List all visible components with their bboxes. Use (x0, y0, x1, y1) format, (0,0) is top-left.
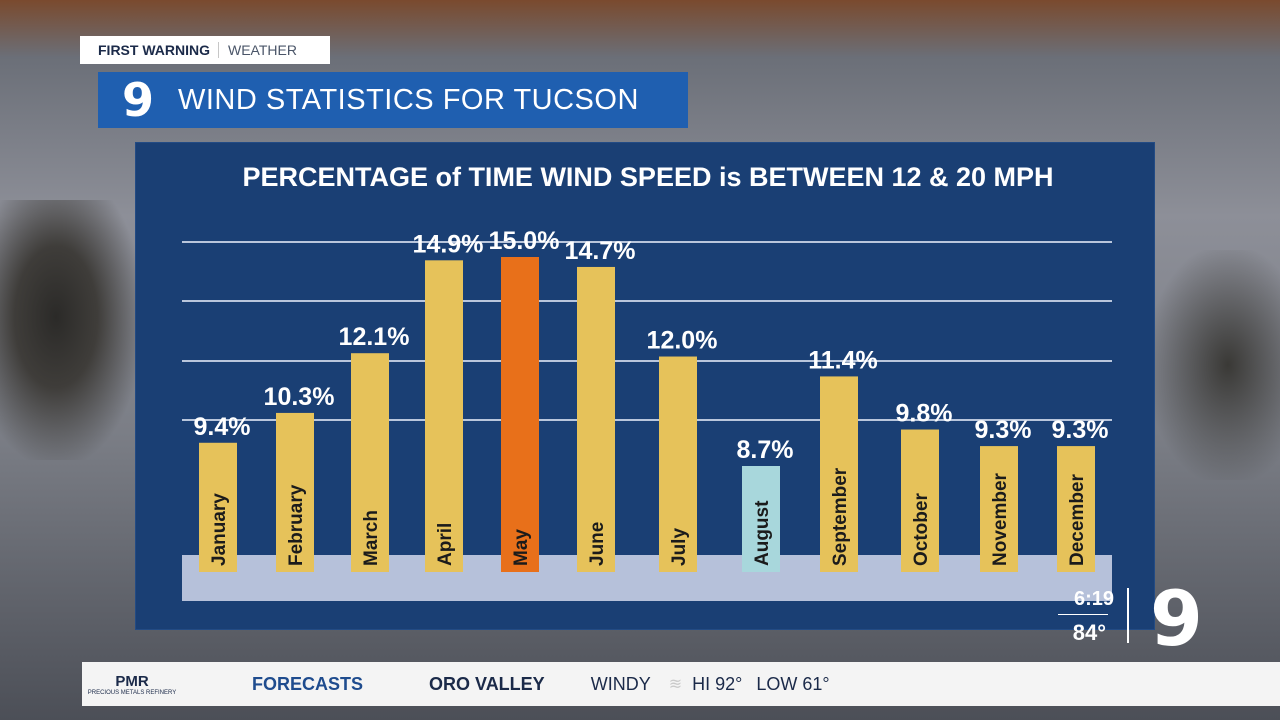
category-label: July (669, 528, 690, 566)
bar-october (901, 429, 939, 572)
category-label: May (511, 529, 532, 566)
status-divider (1127, 588, 1129, 643)
bar-august (742, 466, 780, 572)
category-label: March (361, 510, 382, 566)
category-label: October (911, 493, 932, 566)
data-label: 11.4% (808, 346, 878, 374)
station-logo: 9 (1150, 574, 1203, 663)
page-title: WIND STATISTICS FOR TUCSON (178, 83, 639, 116)
sponsor-sub: PRECIOUS METALS REFINERY (87, 689, 177, 696)
ticker-low: LOW 61° (756, 673, 830, 694)
bar-may (501, 257, 539, 572)
first-warning-label: FIRST WARNING (80, 42, 219, 58)
bar-july (659, 356, 697, 572)
brand-tag: FIRST WARNING WEATHER (80, 36, 330, 64)
data-label: 15.0% (489, 227, 560, 255)
bar-march (351, 353, 389, 572)
sponsor-name: PMR (115, 672, 149, 690)
background-tree-left (0, 200, 140, 460)
category-label: November (990, 472, 1011, 566)
chart-base (182, 555, 1112, 601)
data-label: 14.7% (565, 237, 636, 265)
bar-december (1057, 446, 1095, 572)
data-label: 8.7% (737, 436, 794, 464)
ticker-location: ORO VALLEY (429, 673, 545, 694)
bar-january (199, 442, 237, 572)
chart-title: PERCENTAGE of TIME WIND SPEED is BETWEEN… (242, 162, 1053, 192)
category-label: February (286, 484, 307, 566)
background-tree-right (1150, 250, 1280, 480)
category-label: June (587, 522, 608, 566)
category-label: August (752, 500, 773, 566)
data-label: 9.3% (975, 416, 1032, 444)
bar-september (820, 376, 858, 572)
bar-february (276, 412, 314, 572)
bar-november (980, 446, 1018, 572)
ticker-hi: HI 92° (692, 673, 743, 694)
data-label: 12.1% (339, 323, 410, 351)
title-bar: 9 WIND STATISTICS FOR TUCSON (98, 72, 688, 128)
ticker-bar: PMR PRECIOUS METALS REFINERY FORECASTS O… (82, 662, 1280, 706)
data-label: 9.3% (1052, 416, 1109, 444)
category-label: September (830, 467, 851, 566)
clock: 6:19 (1073, 588, 1114, 610)
bar-june (577, 266, 615, 572)
channel-logo: 9 (121, 73, 154, 127)
sponsor-logo: PMR PRECIOUS METALS REFINERY (82, 662, 182, 706)
category-label: April (435, 523, 456, 566)
ticker-section: FORECASTS (252, 673, 364, 694)
ticker-condition: WINDY (590, 673, 651, 694)
category-label: January (209, 493, 230, 566)
bar-april (425, 260, 463, 572)
data-label: 14.9% (413, 230, 484, 258)
clock-divider (1058, 614, 1108, 615)
current-temp: 84° (1072, 620, 1106, 645)
category-label: December (1067, 474, 1088, 566)
data-label: 9.8% (896, 400, 953, 428)
data-label: 10.3% (264, 383, 335, 411)
wind-icon: ≋ (668, 676, 683, 693)
weather-label: WEATHER (228, 42, 297, 58)
data-label: 12.0% (647, 327, 718, 355)
data-label: 9.4% (194, 413, 251, 441)
